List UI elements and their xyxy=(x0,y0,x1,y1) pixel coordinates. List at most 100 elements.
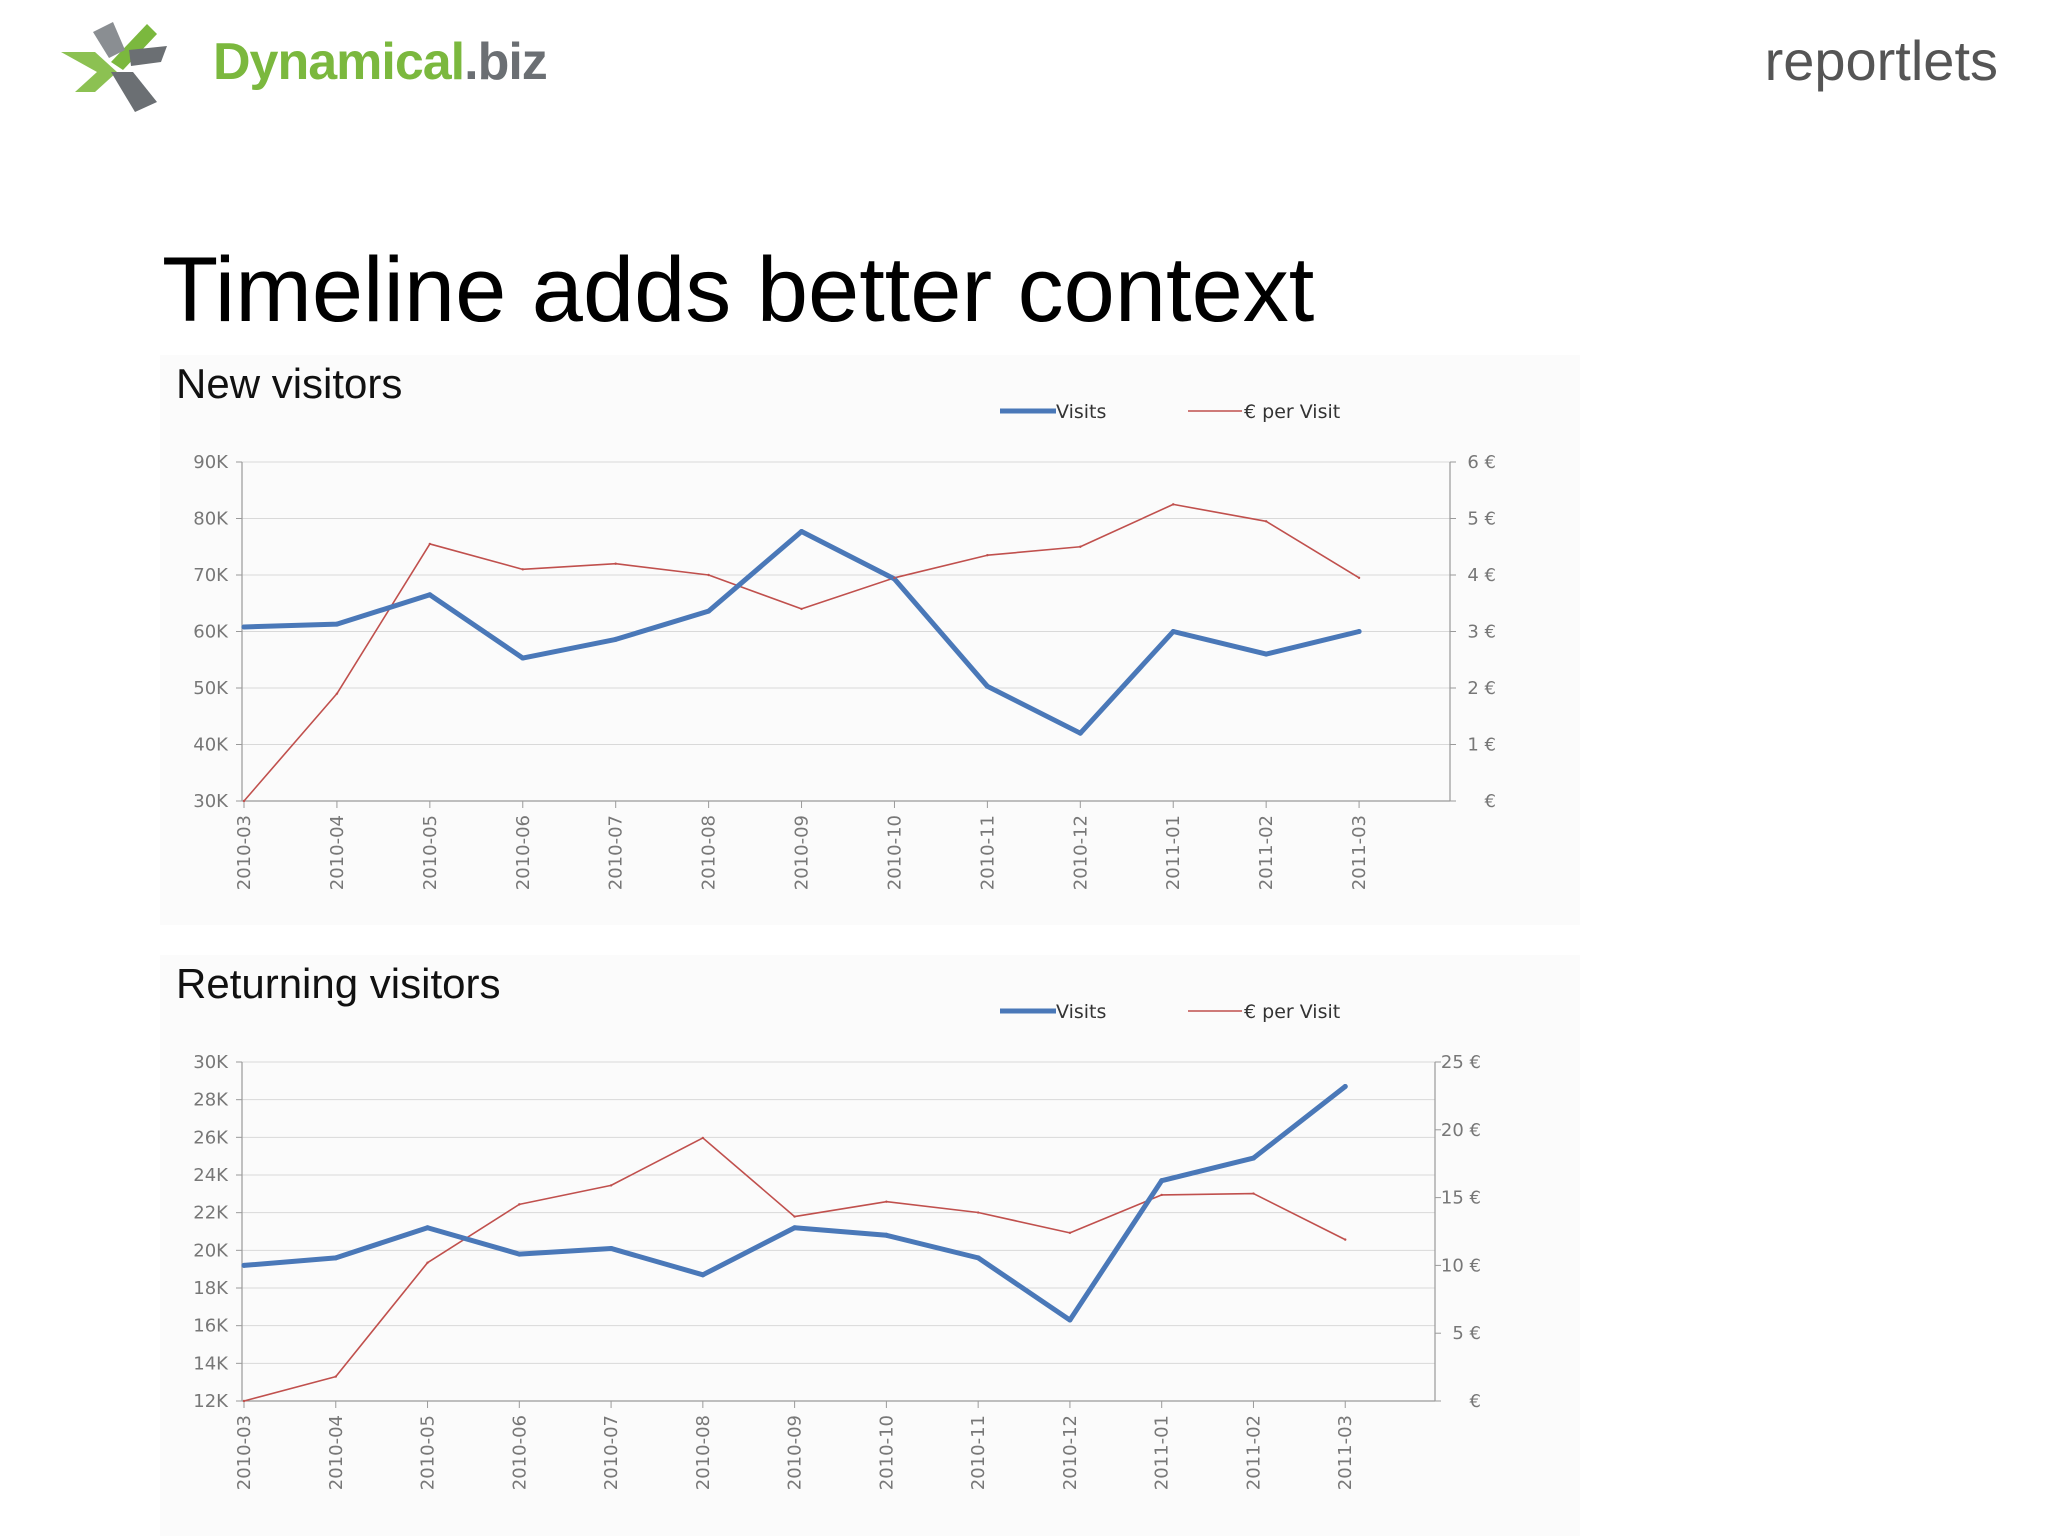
x-axis-tick-label: 2010-03 xyxy=(234,815,255,890)
per-visit-point xyxy=(893,576,896,580)
per-visit-point xyxy=(1252,1192,1255,1195)
right-axis-tick-label: 10 € xyxy=(1441,1255,1481,1276)
visits-point xyxy=(799,528,805,534)
right-axis-tick-label: 2 € xyxy=(1467,678,1496,699)
per-visit-point xyxy=(242,1399,246,1403)
legend-visits-label: Visits xyxy=(1056,401,1106,423)
x-axis-tick-label: 2010-10 xyxy=(884,815,905,890)
per-visit-point xyxy=(976,1211,980,1214)
per-visit-point xyxy=(793,1215,796,1218)
company-logo: Dynamical.biz xyxy=(55,10,548,115)
per-visit-point xyxy=(1357,576,1361,580)
x-axis-tick-label: 2010-04 xyxy=(327,815,348,890)
left-axis-tick-label: 20K xyxy=(193,1240,229,1261)
left-axis-tick-label: 40K xyxy=(193,735,229,756)
right-axis-tick-label: 1 € xyxy=(1467,735,1496,756)
right-axis-tick-label: € xyxy=(1470,1391,1481,1412)
x-axis-tick-label: 2011-03 xyxy=(1349,815,1370,890)
per-visit-point xyxy=(701,1136,705,1140)
right-axis-tick-label: 15 € xyxy=(1441,1188,1481,1209)
left-axis-tick-label: 80K xyxy=(193,509,229,530)
left-axis-tick-label: 18K xyxy=(193,1278,229,1299)
x-axis-tick-label: 2010-09 xyxy=(792,815,813,890)
visits-point xyxy=(792,1225,798,1231)
left-axis-tick-label: 22K xyxy=(193,1203,229,1224)
x-axis-tick-label: 2010-06 xyxy=(513,815,534,890)
per-visit-point xyxy=(1172,503,1175,506)
right-axis-tick-label: € xyxy=(1485,791,1496,812)
right-axis-tick-label: 4 € xyxy=(1467,565,1496,586)
per-visit-point xyxy=(614,562,617,565)
x-axis-tick-label: 2010-07 xyxy=(606,815,627,890)
per-visit-point xyxy=(521,568,524,571)
visits-point xyxy=(425,1225,431,1231)
visits-point xyxy=(883,1232,889,1238)
series-line-per-visit xyxy=(243,503,1360,802)
per-visit-point xyxy=(335,692,339,695)
left-axis-tick-label: 14K xyxy=(193,1353,229,1374)
visits-point xyxy=(520,655,526,661)
legend-per-visit-label: € per Visit xyxy=(1244,401,1340,423)
x-axis-tick-label: 2010-05 xyxy=(418,1415,439,1490)
visits-point xyxy=(1250,1155,1256,1161)
visits-point xyxy=(700,1272,706,1278)
x-axis-tick-label: 2010-07 xyxy=(601,1415,622,1490)
right-axis-tick-label: 5 € xyxy=(1467,509,1496,530)
per-visit-point xyxy=(1344,1238,1347,1241)
returning-visitors-plot: Visits € per Visit 30K 28K 26K 24K 22K 20K 18K 16… xyxy=(193,1001,1481,1490)
visits-point xyxy=(706,608,712,614)
visits-point xyxy=(241,1262,247,1268)
per-visit-point xyxy=(1079,545,1082,548)
x-axis-tick-label: 2010-06 xyxy=(509,1415,530,1490)
right-axis-tick-label: 25 € xyxy=(1441,1052,1481,1073)
x-axis-tick-label: 2011-02 xyxy=(1243,1415,1264,1490)
right-axis-tick-label: 3 € xyxy=(1467,622,1496,643)
per-visit-point xyxy=(428,542,432,546)
x-axis-tick-label: 2010-12 xyxy=(1060,1415,1081,1490)
left-axis-tick-label: 60K xyxy=(193,622,229,643)
left-axis-tick-label: 30K xyxy=(193,1052,229,1073)
x-axis-tick-label: 2011-01 xyxy=(1163,815,1184,890)
right-axis-tick-label: 5 € xyxy=(1452,1323,1481,1344)
right-axis-tick-label: 6 € xyxy=(1467,452,1496,473)
returning-visitors-chart: Returning visitors Visits € per Visit 30K 2… xyxy=(160,955,1580,1536)
x-axis-tick-label: 2010-10 xyxy=(876,1415,897,1490)
left-axis-tick-label: 16K xyxy=(193,1316,229,1337)
x-axis-tick-label: 2010-11 xyxy=(977,815,998,890)
visits-point xyxy=(613,636,619,642)
left-axis-tick-label: 50K xyxy=(193,678,229,699)
per-visit-point xyxy=(518,1203,521,1206)
slide-title: Timeline adds better context xyxy=(162,239,1315,341)
logo-mark-icon xyxy=(61,22,167,112)
visits-point xyxy=(1077,730,1083,736)
per-visit-point xyxy=(885,1200,888,1203)
left-axis-tick-label: 12K xyxy=(193,1391,229,1412)
new-visitors-chart: New visitors Visits € per Visit 90K 80K 70K 6… xyxy=(160,355,1580,925)
per-visit-point xyxy=(1264,520,1268,523)
new-visitors-plot: Visits € per Visit 90K 80K 70K 60K 50K 40K 30K 6 … xyxy=(193,401,1496,890)
legend-visits-label: Visits xyxy=(1056,1001,1106,1023)
x-axis-tick-label: 2011-03 xyxy=(1335,1415,1356,1490)
per-visit-point xyxy=(800,607,803,611)
brand-label: reportlets xyxy=(1764,29,1998,92)
visits-point xyxy=(516,1251,522,1257)
legend: Visits € per Visit xyxy=(1000,401,1340,423)
x-axis-tick-label: 2010-12 xyxy=(1070,815,1091,890)
per-visit-point xyxy=(1160,1193,1163,1197)
x-axis-tick-label: 2011-01 xyxy=(1152,1415,1173,1490)
x-axis-tick-label: 2010-08 xyxy=(693,1415,714,1490)
left-axis-tick-label: 70K xyxy=(193,565,229,586)
x-axis-tick-label: 2011-02 xyxy=(1256,815,1277,890)
right-axis-tick-label: 20 € xyxy=(1441,1120,1481,1141)
visits-point xyxy=(333,1255,339,1261)
per-visit-point xyxy=(986,554,989,557)
left-axis-tick-label: 90K xyxy=(193,452,229,473)
series-line-visits xyxy=(241,528,1362,736)
x-axis-tick-label: 2010-09 xyxy=(785,1415,806,1490)
legend: Visits € per Visit xyxy=(1000,1001,1340,1023)
left-axis-tick-label: 26K xyxy=(193,1127,229,1148)
logo-suffix: .biz xyxy=(464,33,548,91)
visits-point xyxy=(984,683,990,689)
x-axis-tick-label: 2010-05 xyxy=(420,815,441,890)
chart-title-new-visitors: New visitors xyxy=(176,360,403,407)
